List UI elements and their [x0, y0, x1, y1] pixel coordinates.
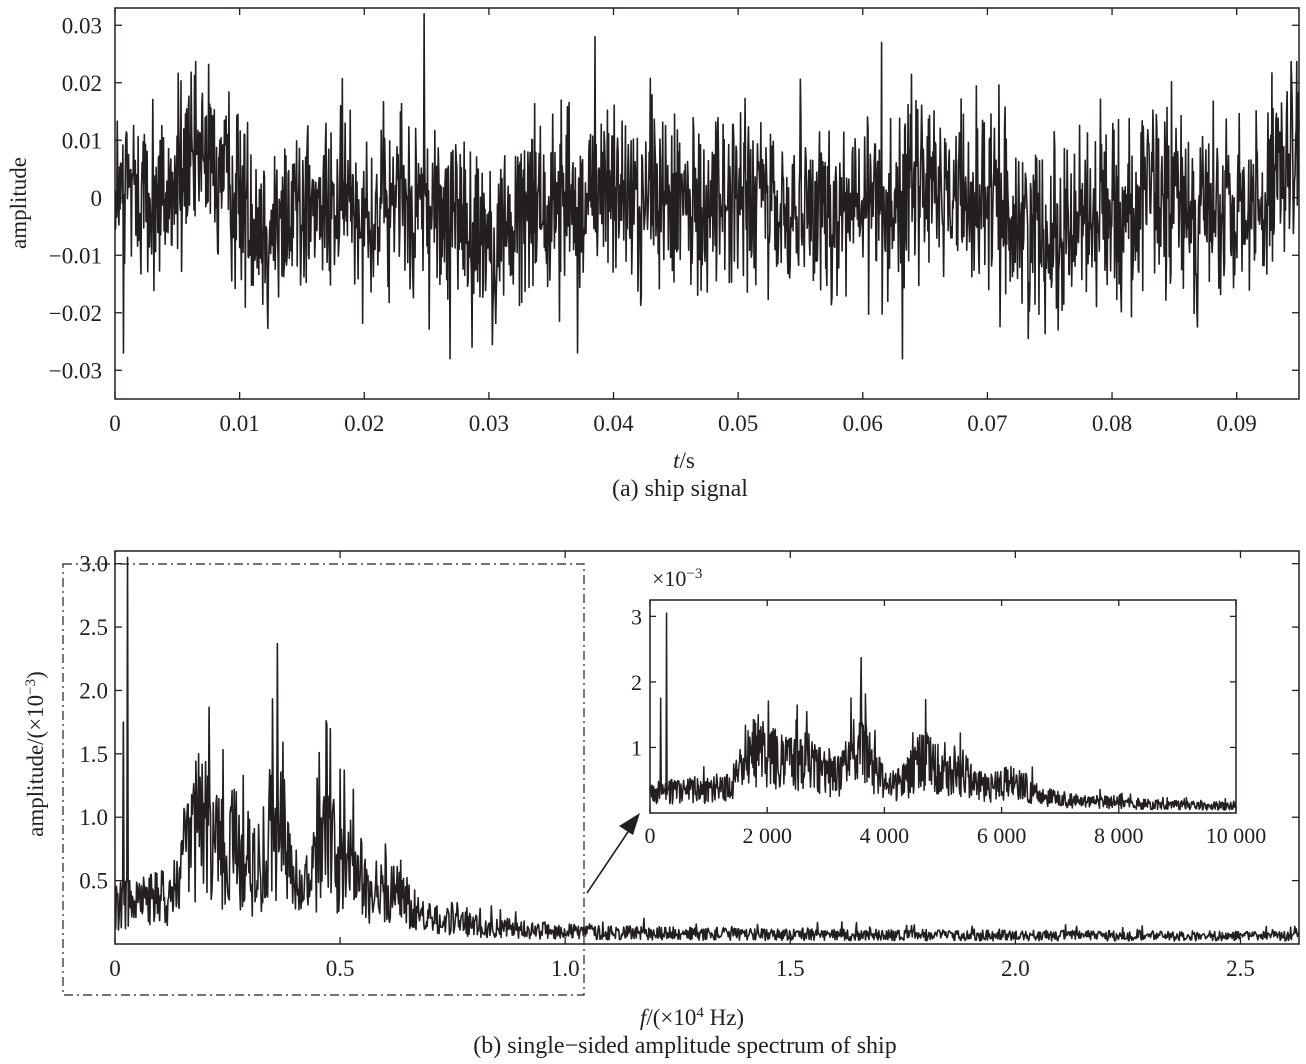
- inset-y-ticks: 1 2 3: [631, 604, 1236, 760]
- chart-a-y-tick-label: −0.03: [49, 358, 102, 383]
- inset-y-tick-label: 2: [631, 670, 642, 695]
- chart-a-y-tick-label: 0: [91, 186, 103, 211]
- chart-a-caption: (a) ship signal: [612, 476, 748, 502]
- chart-a-y-axis-label: amplitude: [6, 157, 31, 249]
- chart-a-y-tick-label: 0.03: [62, 13, 102, 38]
- chart-a-y-tick-label: 0.02: [62, 71, 102, 96]
- chart-a-x-tick-label: 0.06: [843, 411, 883, 436]
- inset-plot-frame: [649, 599, 1237, 814]
- chart-b-x-tick-label: 0.5: [326, 956, 355, 981]
- chart-a-x-tick-label: 0.03: [469, 411, 509, 436]
- chart-b-x-tick-label: 0: [109, 956, 121, 981]
- chart-b-y-tick-label: 1.0: [79, 805, 108, 830]
- chart-a-x-ticks: 0 0.01 0.02 0.03 0.04 0.05 0.06 0.07 0.08 0.09: [109, 8, 1257, 436]
- chart-b-x-tick-label: 1.0: [551, 956, 580, 981]
- chart-a-x-tick-label: 0.07: [967, 411, 1007, 436]
- chart-b-x-tick-label: 1.5: [776, 956, 805, 981]
- chart-a-x-tick-label: 0.01: [220, 411, 260, 436]
- inset-x-tick-label: 10 000: [1206, 823, 1267, 848]
- chart-b-y-ticks: 0.51.01.52.02.53.0: [79, 552, 1299, 894]
- zoom-arrow-head: [619, 813, 640, 835]
- chart-a-x-tick-label: 0.05: [718, 411, 758, 436]
- inset-y-tick-label: 3: [631, 604, 642, 629]
- inset-x-tick-label: 2 000: [742, 823, 792, 848]
- chart-a-y-ticks: −0.03 −0.02 −0.01 0 0.01 0.02 0.03: [49, 13, 1299, 383]
- inset-x-tick-label: 4 000: [860, 823, 910, 848]
- chart-a-x-axis-label: t/s: [673, 448, 695, 473]
- chart-b-x-axis-label: f/(×104 Hz): [640, 1005, 744, 1030]
- chart-b-y-axis-label: amplitude/(×10−3): [23, 671, 48, 837]
- chart-a-signal-line: [114, 12, 1300, 360]
- chart-b-x-tick-label: 2.5: [1226, 956, 1255, 981]
- chart-a-y-tick-label: −0.02: [49, 301, 102, 326]
- inset-x-tick-label: 0: [645, 823, 656, 848]
- chart-b-y-tick-label: 1.5: [79, 742, 108, 767]
- chart-a-x-tick-label: 0: [109, 411, 121, 436]
- chart-b-caption: (b) single−sided amplitude spectrum of s…: [473, 1033, 896, 1059]
- chart-b-x-tick-label: 2.0: [1001, 956, 1030, 981]
- inset-x-tick-label: 8 000: [1094, 823, 1144, 848]
- inset-x-tick-label: 6 000: [977, 823, 1027, 848]
- chart-b-y-tick-label: 2.0: [79, 678, 108, 703]
- chart-b-x-ticks: 0 0.5 1.0 1.5 2.0 2.5: [109, 551, 1255, 981]
- inset-scale-label: ×10−3: [652, 566, 702, 591]
- chart-b-spectrum-line: [114, 556, 1300, 942]
- chart-a-x-tick-label: 0.09: [1217, 411, 1257, 436]
- chart-a-y-tick-label: 0.01: [62, 128, 102, 153]
- chart-b-y-tick-label: 2.5: [79, 615, 108, 640]
- inset-spectrum-line: [649, 612, 1237, 811]
- inset-x-ticks: 0 2 000 4 000 6 000 8 000 10 000: [645, 600, 1267, 848]
- inset-y-tick-label: 1: [631, 735, 642, 760]
- zoom-region-box: [62, 563, 585, 996]
- chart-b: 0 0.5 1.0 1.5 2.0 2.5 0.51.01.52.02.53.0 ampl…: [23, 550, 1300, 1059]
- chart-a-x-tick-label: 0.02: [344, 411, 384, 436]
- zoom-arrow-line: [586, 825, 633, 894]
- chart-a: 0 0.01 0.02 0.03 0.04 0.05 0.06 0.07 0.08 0.09 −0…: [6, 7, 1300, 502]
- chart-b-y-tick-label: 0.5: [79, 869, 108, 894]
- chart-a-x-tick-label: 0.08: [1092, 411, 1132, 436]
- chart-b-inset: 0 2 000 4 000 6 000 8 000 10 000 1 2 3 ×10−3: [631, 566, 1266, 848]
- chart-a-x-tick-label: 0.04: [593, 411, 634, 436]
- chart-a-plot-frame: [114, 7, 1300, 400]
- chart-a-y-tick-label: −0.01: [49, 243, 102, 268]
- chart-b-plot-frame: [114, 550, 1300, 945]
